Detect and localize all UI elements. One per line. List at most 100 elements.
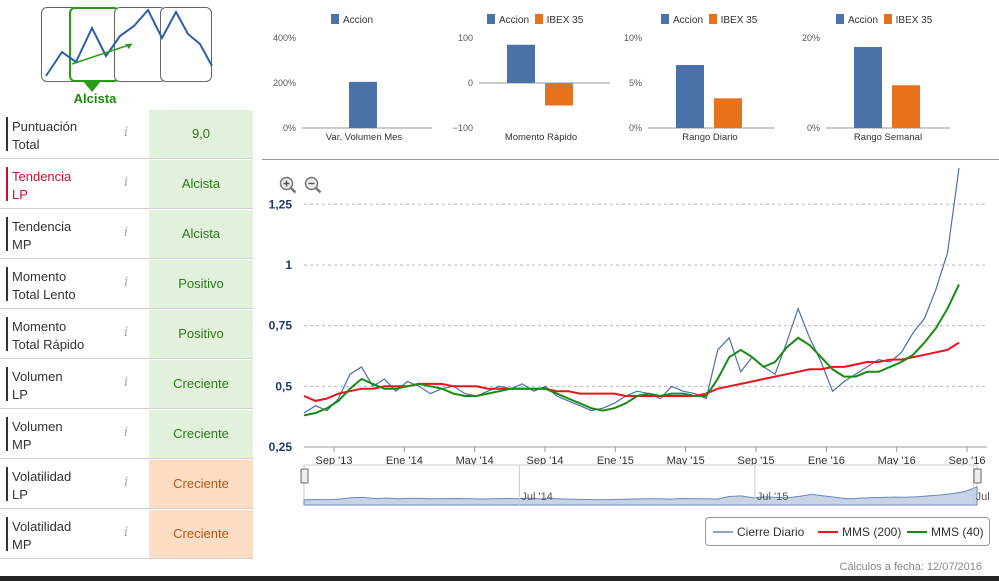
mini-chart-plot: 20% 0% Rango Semanal xyxy=(802,33,950,143)
chart-legend: Cierre Diario MMS (200) MMS (40) xyxy=(705,517,990,546)
accion-swatch xyxy=(661,14,669,24)
metric-value: Creciente xyxy=(149,510,253,558)
legend-mms40[interactable]: MMS (40) xyxy=(907,525,984,539)
info-icon[interactable]: i xyxy=(124,525,129,540)
metric-value: Positivo xyxy=(149,310,253,358)
info-icon[interactable]: i xyxy=(124,175,129,190)
info-icon[interactable]: i xyxy=(124,125,129,140)
mini-legend: Accion IBEX 35 xyxy=(487,14,583,26)
metric-label: Volumen LP xyxy=(12,369,63,402)
trend-label: Alcista xyxy=(73,91,117,106)
mini-y-tick: 100 xyxy=(458,33,473,43)
accion-bar xyxy=(676,65,704,128)
metric-row: Momento Total Rápido i Positivo xyxy=(0,310,253,359)
x-tick-label: Ene '15 xyxy=(597,455,634,467)
info-icon[interactable]: i xyxy=(124,325,129,340)
mini-chart-caption: Rango Diario xyxy=(682,132,737,143)
row-marker xyxy=(6,417,8,451)
metric-value: Creciente xyxy=(149,460,253,508)
section-divider xyxy=(262,159,999,160)
x-tick-label: Sep '15 xyxy=(738,455,775,467)
x-tick-label: May '14 xyxy=(456,455,494,467)
y-tick-label: 1 xyxy=(285,258,292,272)
x-tick-label: Sep '13 xyxy=(316,455,353,467)
mini-chart-caption: Var. Volumen Mes xyxy=(326,132,403,143)
metric-label: Puntuación Total xyxy=(12,119,78,152)
y-tick-label: 1,25 xyxy=(269,197,293,211)
info-icon[interactable]: i xyxy=(124,275,129,290)
metric-value: Positivo xyxy=(149,260,253,308)
trend-box-alcista[interactable] xyxy=(69,7,120,82)
mini-y-tick: 10% xyxy=(624,33,642,43)
row-marker xyxy=(6,267,8,301)
row-marker xyxy=(6,317,8,351)
mini-chart-caption: Momento Rápido xyxy=(505,132,577,143)
trend-box-alternate[interactable] xyxy=(160,7,212,82)
accion-bar xyxy=(507,44,535,83)
row-marker xyxy=(6,367,8,401)
metric-label: Momento Total Rápido xyxy=(12,319,85,352)
accion-swatch xyxy=(836,14,844,24)
trend-line-icon xyxy=(45,8,213,92)
accion-swatch xyxy=(487,14,495,24)
x-tick-label: Sep '14 xyxy=(527,455,564,467)
legend-cierre[interactable]: Cierre Diario xyxy=(713,525,804,539)
metric-row: Momento Total Lento i Positivo xyxy=(0,260,253,309)
metric-value: Alcista xyxy=(149,160,253,208)
navigator-handle[interactable] xyxy=(300,468,309,484)
row-marker xyxy=(6,117,8,151)
row-marker xyxy=(6,167,8,201)
mini-y-tick: 5% xyxy=(629,78,642,88)
metric-row: Tendencia LP i Alcista xyxy=(0,160,253,209)
metric-row: Volumen MP i Creciente xyxy=(0,410,253,459)
navigator-handle[interactable] xyxy=(973,468,982,484)
zoom-in-icon[interactable] xyxy=(279,176,297,194)
mini-chart-plot: 10% 5% 0% Rango Diario xyxy=(624,33,775,143)
navigator-label: Jul '14 xyxy=(521,491,552,503)
metric-row: Volatilidad LP i Creciente xyxy=(0,460,253,509)
metric-row: Volumen LP i Creciente xyxy=(0,360,253,409)
mini-y-tick: 20% xyxy=(802,33,820,43)
mini-y-tick: 0 xyxy=(468,78,473,88)
metric-value: Creciente xyxy=(149,360,253,408)
legend-mms200[interactable]: MMS (200) xyxy=(818,525,901,539)
trend-selector: Alcista xyxy=(0,0,253,110)
x-tick-label: Ene '14 xyxy=(386,455,423,467)
x-tick-label: Ene '16 xyxy=(808,455,845,467)
metric-row: Volatilidad MP i Creciente xyxy=(0,510,253,559)
zoom-out-icon[interactable] xyxy=(304,176,322,194)
ibex-swatch xyxy=(534,14,543,24)
ibex-swatch xyxy=(708,14,717,24)
info-icon[interactable]: i xyxy=(124,475,129,490)
ibex-bar xyxy=(892,85,920,128)
calc-date: Cálculos a fecha: 12/07/2016 xyxy=(839,561,983,573)
series-mms40 xyxy=(303,283,960,417)
metric-value: Alcista xyxy=(149,210,253,258)
accion-bar xyxy=(854,47,882,128)
mini-legend: Accion xyxy=(331,14,373,26)
bottom-bar xyxy=(0,576,999,581)
info-icon[interactable]: i xyxy=(124,375,129,390)
row-marker xyxy=(6,517,8,551)
mini-y-tick: 0% xyxy=(629,123,642,133)
navigator-area xyxy=(303,486,978,506)
metric-label: Tendencia MP xyxy=(12,219,72,252)
series-cierre xyxy=(303,167,960,414)
price-chart[interactable]: 1,25 1 0,75 0,5 0,25 Sep '13 Ene '14 May '14 Sep… xyxy=(262,165,999,520)
y-tick-label: 0,75 xyxy=(269,319,293,333)
legend-ibex: IBEX 35 xyxy=(895,15,933,26)
metric-value: 9,0 xyxy=(149,110,253,158)
row-marker xyxy=(6,217,8,251)
metric-row: Tendencia MP i Alcista xyxy=(0,210,253,259)
info-icon[interactable]: i xyxy=(124,225,129,240)
metric-label: Volatilidad LP xyxy=(12,469,72,502)
legend-accion: Accion xyxy=(343,15,374,26)
mini-y-tick: −100 xyxy=(453,123,473,133)
navigator-label: Jul '15 xyxy=(757,491,788,503)
ibex-swatch xyxy=(883,14,892,24)
metric-value: Creciente xyxy=(149,410,253,458)
info-icon[interactable]: i xyxy=(124,425,129,440)
legend-accion: Accion xyxy=(499,15,530,26)
mini-y-tick: 200% xyxy=(273,78,296,88)
metric-label: Volatilidad MP xyxy=(12,519,72,552)
